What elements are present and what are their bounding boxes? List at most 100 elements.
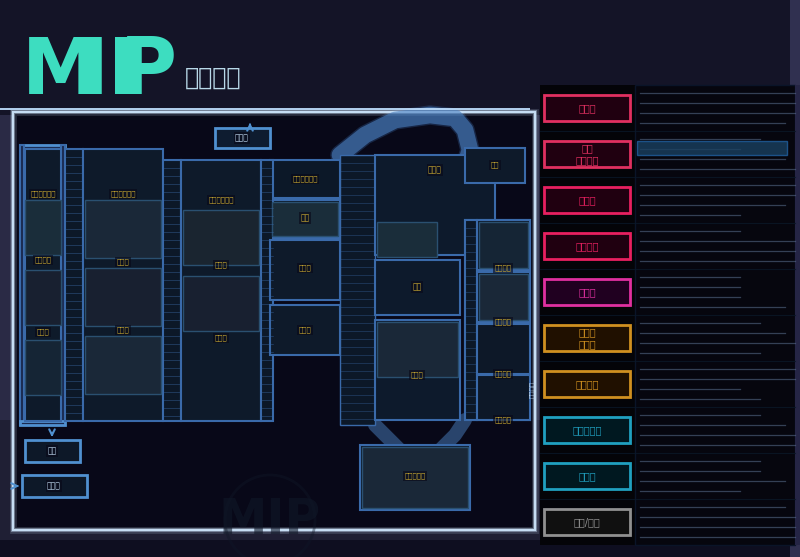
Bar (360, 445, 470, 510)
Bar (377, 222, 437, 257)
Text: II: II (80, 34, 138, 110)
Bar (13, 112, 535, 530)
Bar (465, 220, 477, 420)
Bar (181, 160, 261, 421)
Bar (479, 222, 528, 268)
Text: P: P (120, 34, 177, 110)
Text: 保安組: 保安組 (298, 265, 311, 271)
Bar (544, 417, 630, 443)
Bar (272, 202, 338, 236)
Bar (13, 112, 535, 530)
Text: 保安組: 保安組 (410, 372, 423, 378)
Text: 收押室: 收押室 (214, 262, 227, 268)
Text: 三仔書院: 三仔書院 (529, 382, 535, 398)
Bar (375, 320, 460, 420)
Bar (261, 160, 273, 421)
Text: 院所醫院: 院所醫院 (34, 257, 51, 263)
Bar (85, 336, 161, 394)
Bar (340, 155, 375, 425)
Text: 收押室: 收押室 (428, 165, 442, 174)
Bar (163, 160, 181, 421)
Bar (215, 128, 270, 148)
Text: 第六教室: 第六教室 (494, 319, 511, 325)
Text: 更生事務組: 更生事務組 (572, 425, 602, 435)
Bar (544, 141, 630, 167)
Bar (544, 233, 630, 258)
Text: 圖書館: 圖書館 (578, 471, 596, 481)
Bar (83, 149, 163, 421)
Bar (61, 145, 65, 425)
Bar (270, 200, 340, 238)
Text: MIP: MIP (219, 496, 321, 544)
Bar (20, 145, 24, 425)
Text: 收拼室: 收拼室 (578, 195, 596, 205)
Text: 院所醫院: 院所醫院 (575, 379, 598, 389)
Bar (637, 141, 787, 155)
Text: 在囚者辦公室: 在囚者辦公室 (292, 175, 318, 182)
Bar (477, 220, 530, 270)
Bar (183, 210, 259, 265)
Bar (20, 145, 65, 149)
Bar (362, 447, 468, 508)
Bar (377, 322, 458, 377)
Bar (13, 112, 535, 530)
Bar (25, 200, 61, 255)
Text: 停車場: 停車場 (47, 481, 61, 491)
Text: 收押站: 收押站 (235, 134, 249, 143)
Text: 三仔書院: 三仔書院 (494, 417, 511, 423)
Text: 監獄任務: 監獄任務 (185, 66, 242, 90)
Text: 控制室: 控制室 (578, 103, 596, 113)
Bar (465, 148, 525, 183)
Bar (25, 149, 61, 421)
Text: 保安組: 保安組 (117, 258, 130, 265)
Bar (0, 420, 800, 557)
Text: 在囚者辦公室: 在囚者辦公室 (208, 197, 234, 203)
Text: 第之: 第之 (490, 162, 499, 168)
Bar (544, 372, 630, 397)
Bar (544, 280, 630, 305)
Bar (375, 155, 495, 255)
Text: 保安組
办公室: 保安組 办公室 (578, 327, 596, 349)
Bar (183, 276, 259, 331)
Bar (635, 85, 795, 545)
Bar (544, 187, 630, 213)
Text: 逃亡: 逃亡 (412, 282, 422, 291)
Bar (85, 268, 161, 326)
Bar (540, 85, 795, 545)
Bar (25, 270, 61, 325)
Bar (0, 0, 800, 115)
Bar (544, 463, 630, 488)
Bar (270, 305, 340, 355)
Text: 大門: 大門 (47, 447, 57, 456)
Bar (477, 272, 530, 322)
Text: 宿舍製作工場: 宿舍製作工場 (30, 190, 56, 197)
Bar (544, 509, 630, 535)
Bar (65, 149, 83, 421)
Bar (790, 0, 800, 557)
Bar (477, 375, 530, 420)
Text: 更生事務組: 更生事務組 (404, 473, 426, 480)
Bar (795, 85, 800, 545)
Text: 逃亡: 逃亡 (300, 213, 310, 222)
Bar (477, 324, 530, 374)
Text: 監獄口: 監獄口 (298, 327, 311, 333)
Text: 在囚者辦公室: 在囚者辦公室 (110, 190, 136, 197)
Bar (25, 340, 61, 395)
Bar (20, 421, 65, 425)
Text: 第七教室: 第七教室 (494, 371, 511, 377)
Text: M: M (22, 34, 99, 110)
Bar (85, 200, 161, 258)
Bar (0, 540, 800, 557)
Bar (544, 325, 630, 351)
Bar (544, 95, 630, 121)
Bar (25, 440, 80, 462)
Text: 探訪室: 探訪室 (578, 287, 596, 297)
Bar (270, 240, 340, 300)
Text: 訓練筎腳: 訓練筎腳 (575, 241, 598, 251)
Bar (0, 108, 530, 110)
Text: 宿舍
製作工場: 宿舍 製作工場 (575, 143, 598, 165)
Bar (22, 475, 87, 497)
Text: 囚房/察室: 囚房/察室 (574, 517, 600, 527)
Text: 試題室: 試題室 (117, 327, 130, 333)
Text: 監獄口: 監獄口 (214, 335, 227, 341)
